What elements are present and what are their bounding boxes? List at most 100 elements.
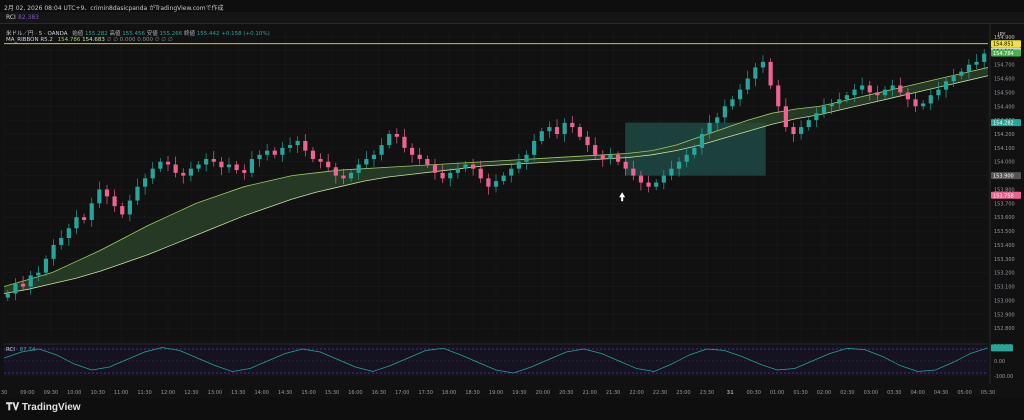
candle-body [440,172,445,179]
y-tick-label: 154.400 [994,104,1015,110]
candle-body [585,136,590,146]
candle-body [158,161,163,169]
candle-body [333,167,338,176]
candle-body [143,178,148,187]
candle-body [36,272,41,276]
candle-body [112,196,117,207]
currency-label: JPY [997,32,1006,38]
candle-body [455,168,460,173]
x-tick-label: 10:00 [67,390,81,396]
candle-body [699,134,705,148]
candle-body [882,89,888,96]
candle-body [120,206,125,215]
candle-body [936,89,941,96]
brand-logo[interactable]: 𝐓𝐕 TradingView [6,402,81,413]
candle-body [684,154,689,162]
rci-legend: RCI 87.74 [6,347,36,353]
candle-body [249,158,255,173]
x-tick-label: 04:00 [911,390,925,396]
candle-body [753,67,758,79]
candle-body [852,89,857,96]
candle-body [631,168,636,176]
candle-body [806,120,811,128]
top-indicator-bar: RCI 82.383 [0,12,1024,24]
x-tick-label: 18:30 [465,390,479,396]
candle-body [814,113,819,121]
candle-body [547,127,552,132]
candle-body [28,275,33,287]
candle-body [448,172,453,179]
x-tick-label: 12:00 [161,390,175,396]
candle-body [783,106,788,128]
price-chart[interactable]: 154.900154.800154.700154.600154.500154.4… [0,24,1024,398]
y-tick-label: 153.500 [994,229,1015,235]
candle-body [326,161,331,168]
top-indicator-name: RCI [6,14,16,21]
candle-body [394,134,399,137]
price-label-box [991,119,1021,127]
y-tick-label: 153.300 [994,257,1015,263]
legend-low: 155.266 [159,31,183,37]
ribbon-fill [4,67,988,294]
entry-arrow-icon [619,192,626,202]
candle-body [539,131,544,141]
chart-area[interactable]: 154.900154.800154.700154.600154.500154.4… [0,24,1024,418]
candle-body [692,147,697,155]
candle-body [829,103,834,107]
x-tick-label: 10:30 [91,390,105,396]
candle-body [844,95,849,100]
candle-body [493,181,499,187]
candle-body [272,150,277,155]
x-tick-label: 03:00 [864,390,878,396]
legend-symbol: 米ドル／円 · 5 · OANDA [6,31,68,37]
y-tick-label: 153.600 [994,215,1015,221]
candle-body [242,170,247,173]
price-label-box [991,49,1021,57]
candle-body [821,106,827,114]
y-tick-label: 154.100 [994,146,1015,152]
candle-body [204,158,209,165]
candle-body [577,127,583,137]
footer: 𝐓𝐕 TradingView [0,398,1024,420]
candle-body [646,182,651,187]
top-indicator-value: 82.383 [18,14,39,21]
candle-body [13,283,18,294]
x-tick-label: 20:00 [536,390,550,396]
candle-body [387,134,392,146]
rci-value: 87.74 [19,347,36,353]
candle-body [928,95,933,104]
x-tick-label: 17:00 [395,390,409,396]
candle-body [554,127,560,134]
candle-body [860,85,865,90]
x-tick-label: 11:30 [137,390,151,396]
candle-body [532,140,537,155]
candle-body [425,158,430,165]
candle-body [280,147,285,155]
x-tick-label: 21:30 [606,390,620,396]
ribbon-name: MA_RIBBON R5.2 [6,37,53,43]
candle-body [951,75,956,82]
candle-body [81,217,87,220]
candle-body [600,154,605,159]
candle-body [432,164,438,173]
legend-high: 155.456 [122,31,146,37]
y-tick-label: 153.800 [994,187,1015,193]
candle-body [97,189,102,204]
candle-body [562,122,567,134]
x-tick-label: 13:00 [208,390,222,396]
ribbon-legend: MA_RIBBON R5.2 154.786 154.683 ∅ ∅ 0.000… [6,37,173,43]
candle-body [188,168,193,176]
candle-body [356,164,361,173]
candle-body [524,154,529,162]
candle-body [127,200,132,215]
legend-low-label: 安値 [146,31,158,37]
price-label-box [991,40,1021,48]
y-tick-label: 154.700 [994,63,1015,69]
ribbon-tail: ∅ ∅ 0.000 0.000 ∅ ∅ ∅ [106,37,173,43]
main-legend: 米ドル／円 · 5 · OANDA 始値 155.282 高値 155.456 … [6,29,270,37]
candle-body [371,154,377,159]
candle-body [234,164,239,171]
candle-body [722,106,727,118]
top-caption-text: 2月 02, 2026 08:04 UTC+9、crimin8dasicpand… [4,5,224,12]
brand-logo-text: TradingView [21,402,81,413]
